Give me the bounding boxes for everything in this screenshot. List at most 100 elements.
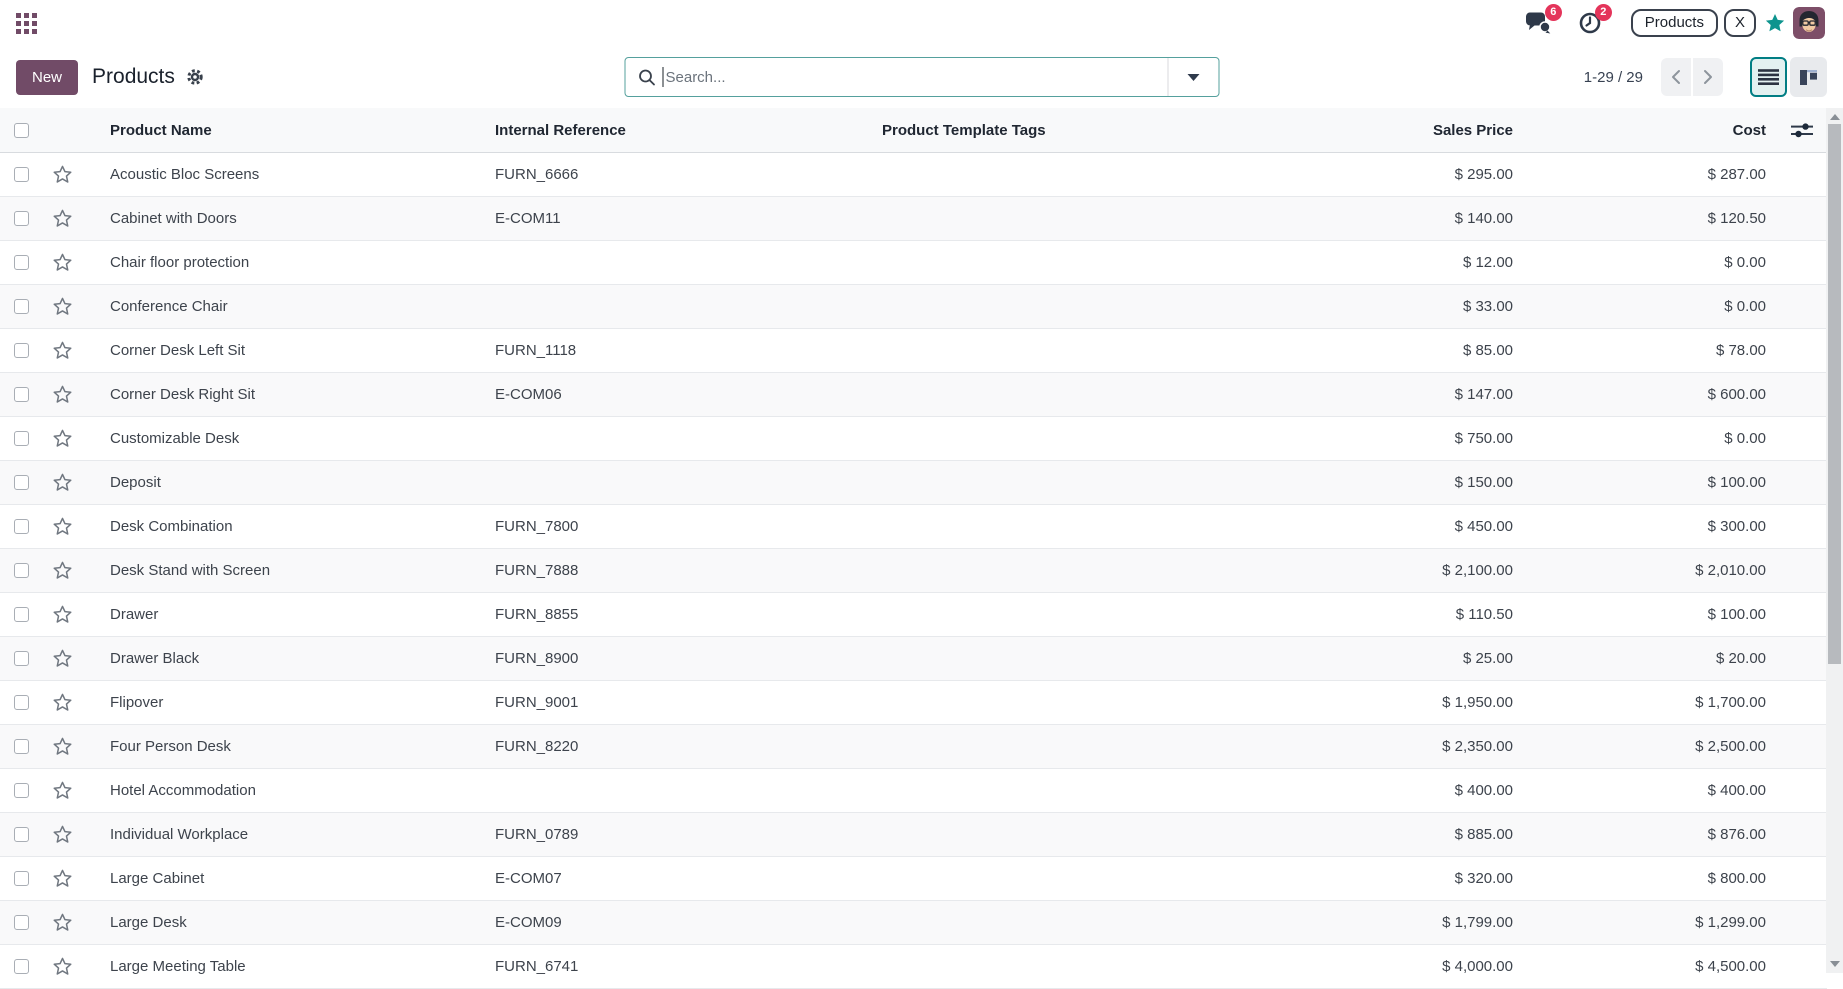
cost-cell: $ 4,500.00 — [1695, 958, 1766, 975]
table-row[interactable]: Corner Desk Left Sit FURN_1118 $ 85.00 $… — [0, 329, 1827, 373]
favorite-star-outline-icon[interactable] — [52, 165, 72, 184]
activities-button[interactable]: 2 — [1579, 4, 1612, 34]
pager-previous-button[interactable] — [1661, 58, 1691, 96]
sales-price-cell: $ 320.00 — [1454, 870, 1513, 887]
messages-button[interactable]: 6 — [1525, 4, 1562, 34]
row-checkbox[interactable] — [14, 475, 29, 490]
row-checkbox[interactable] — [14, 387, 29, 402]
header-cost[interactable]: Cost — [1732, 121, 1766, 139]
breadcrumb-products-pill[interactable]: Products — [1630, 9, 1718, 37]
adjust-columns-button[interactable] — [1791, 122, 1813, 139]
table-row[interactable]: Desk Combination FURN_7800 $ 450.00 $ 30… — [0, 505, 1827, 549]
table-row[interactable]: Hotel Accommodation $ 400.00 $ 400.00 — [0, 769, 1827, 813]
table-row[interactable]: Chair floor protection $ 12.00 $ 0.00 — [0, 241, 1827, 285]
sales-price-cell: $ 750.00 — [1454, 430, 1513, 447]
favorite-star-outline-icon[interactable] — [52, 253, 72, 272]
header-internal-reference[interactable]: Internal Reference — [495, 121, 626, 139]
list-view-button[interactable] — [1750, 57, 1787, 97]
favorite-star-outline-icon[interactable] — [52, 385, 72, 404]
favorite-star-outline-icon[interactable] — [52, 957, 72, 976]
favorite-star-outline-icon[interactable] — [52, 649, 72, 668]
header-product-template-tags[interactable]: Product Template Tags — [882, 121, 1046, 139]
row-checkbox[interactable] — [14, 607, 29, 622]
row-checkbox[interactable] — [14, 299, 29, 314]
favorite-star-outline-icon[interactable] — [52, 737, 72, 756]
product-name-cell: Corner Desk Left Sit — [110, 342, 246, 359]
product-name-cell: Chair floor protection — [110, 254, 250, 271]
favorite-star-outline-icon[interactable] — [52, 341, 72, 360]
row-checkbox[interactable] — [14, 431, 29, 446]
table-row[interactable]: Conference Chair $ 33.00 $ 0.00 — [0, 285, 1827, 329]
product-name-cell: Hotel Accommodation — [110, 782, 256, 799]
table-row[interactable]: Drawer Black FURN_8900 $ 25.00 $ 20.00 — [0, 637, 1827, 681]
row-checkbox[interactable] — [14, 651, 29, 666]
product-name-cell: Corner Desk Right Sit — [110, 386, 256, 403]
row-checkbox[interactable] — [14, 167, 29, 182]
table-row[interactable]: Four Person Desk FURN_8220 $ 2,350.00 $ … — [0, 725, 1827, 769]
row-checkbox[interactable] — [14, 783, 29, 798]
favorite-star-outline-icon[interactable] — [52, 473, 72, 492]
row-checkbox[interactable] — [14, 827, 29, 842]
table-row[interactable]: Drawer FURN_8855 $ 110.50 $ 100.00 — [0, 593, 1827, 637]
table-row[interactable]: Acoustic Bloc Screens FURN_6666 $ 295.00… — [0, 153, 1827, 197]
scrollbar-thumb[interactable] — [1828, 124, 1841, 664]
favorite-star-outline-icon[interactable] — [52, 781, 72, 800]
favorite-star-outline-icon[interactable] — [52, 825, 72, 844]
row-checkbox[interactable] — [14, 519, 29, 534]
header-sales-price[interactable]: Sales Price — [1432, 121, 1513, 139]
sliders-icon — [1791, 122, 1813, 137]
table-row[interactable]: Cabinet with Doors E-COM11 $ 140.00 $ 12… — [0, 197, 1827, 241]
cost-cell: $ 20.00 — [1715, 650, 1766, 667]
header-product-name[interactable]: Product Name — [110, 121, 212, 139]
table-row[interactable]: Deposit $ 150.00 $ 100.00 — [0, 461, 1827, 505]
search-options-toggle[interactable] — [1168, 58, 1218, 96]
sales-price-cell: $ 1,799.00 — [1442, 914, 1513, 931]
row-checkbox[interactable] — [14, 255, 29, 270]
view-settings-gear-icon[interactable] — [186, 68, 204, 86]
search-bar — [624, 57, 1219, 97]
internal-reference-cell: FURN_6741 — [495, 958, 579, 975]
table-row[interactable]: Desk Stand with Screen FURN_7888 $ 2,100… — [0, 549, 1827, 593]
close-breadcrumb-button[interactable]: X — [1723, 9, 1756, 37]
row-checkbox[interactable] — [14, 563, 29, 578]
sales-price-cell: $ 450.00 — [1454, 518, 1513, 535]
new-button[interactable]: New — [16, 59, 79, 95]
table-row[interactable]: Large Meeting Table FURN_6741 $ 4,000.00… — [0, 945, 1827, 989]
scroll-up-arrow[interactable] — [1829, 114, 1840, 120]
table-row[interactable]: Large Cabinet E-COM07 $ 320.00 $ 800.00 — [0, 857, 1827, 901]
pager-value[interactable]: 1-29 / 29 — [1583, 68, 1643, 86]
favorite-star-outline-icon[interactable] — [52, 209, 72, 228]
favorite-star-outline-icon[interactable] — [52, 693, 72, 712]
select-all-checkbox[interactable] — [14, 122, 29, 138]
product-name-cell: Desk Combination — [110, 518, 233, 535]
sales-price-cell: $ 12.00 — [1462, 254, 1513, 271]
table-row[interactable]: Corner Desk Right Sit E-COM06 $ 147.00 $… — [0, 373, 1827, 417]
favorite-star-outline-icon[interactable] — [52, 605, 72, 624]
favorite-star-outline-icon[interactable] — [52, 297, 72, 316]
table-row[interactable]: Flipover FURN_9001 $ 1,950.00 $ 1,700.00 — [0, 681, 1827, 725]
favorite-star-outline-icon[interactable] — [52, 869, 72, 888]
row-checkbox[interactable] — [14, 915, 29, 930]
user-avatar[interactable] — [1793, 7, 1825, 39]
favorite-star-outline-icon[interactable] — [52, 561, 72, 580]
favorite-star-outline-icon[interactable] — [52, 913, 72, 932]
table-row[interactable]: Individual Workplace FURN_0789 $ 885.00 … — [0, 813, 1827, 857]
favorite-star-icon[interactable] — [1765, 13, 1785, 33]
table-row[interactable]: Customizable Desk $ 750.00 $ 0.00 — [0, 417, 1827, 461]
internal-reference-cell: FURN_6666 — [495, 166, 579, 183]
sales-price-cell: $ 1,950.00 — [1442, 694, 1513, 711]
pager-next-button[interactable] — [1693, 58, 1723, 96]
table-row[interactable]: Large Desk E-COM09 $ 1,799.00 $ 1,299.00 — [0, 901, 1827, 945]
row-checkbox[interactable] — [14, 343, 29, 358]
scroll-down-arrow[interactable] — [1829, 961, 1840, 967]
row-checkbox[interactable] — [14, 959, 29, 974]
row-checkbox[interactable] — [14, 211, 29, 226]
row-checkbox[interactable] — [14, 695, 29, 710]
row-checkbox[interactable] — [14, 739, 29, 754]
kanban-view-button[interactable] — [1790, 57, 1827, 97]
favorite-star-outline-icon[interactable] — [52, 517, 72, 536]
row-checkbox[interactable] — [14, 871, 29, 886]
favorite-star-outline-icon[interactable] — [52, 429, 72, 448]
apps-menu-grid-icon[interactable] — [16, 12, 37, 34]
search-input[interactable] — [665, 68, 1167, 86]
